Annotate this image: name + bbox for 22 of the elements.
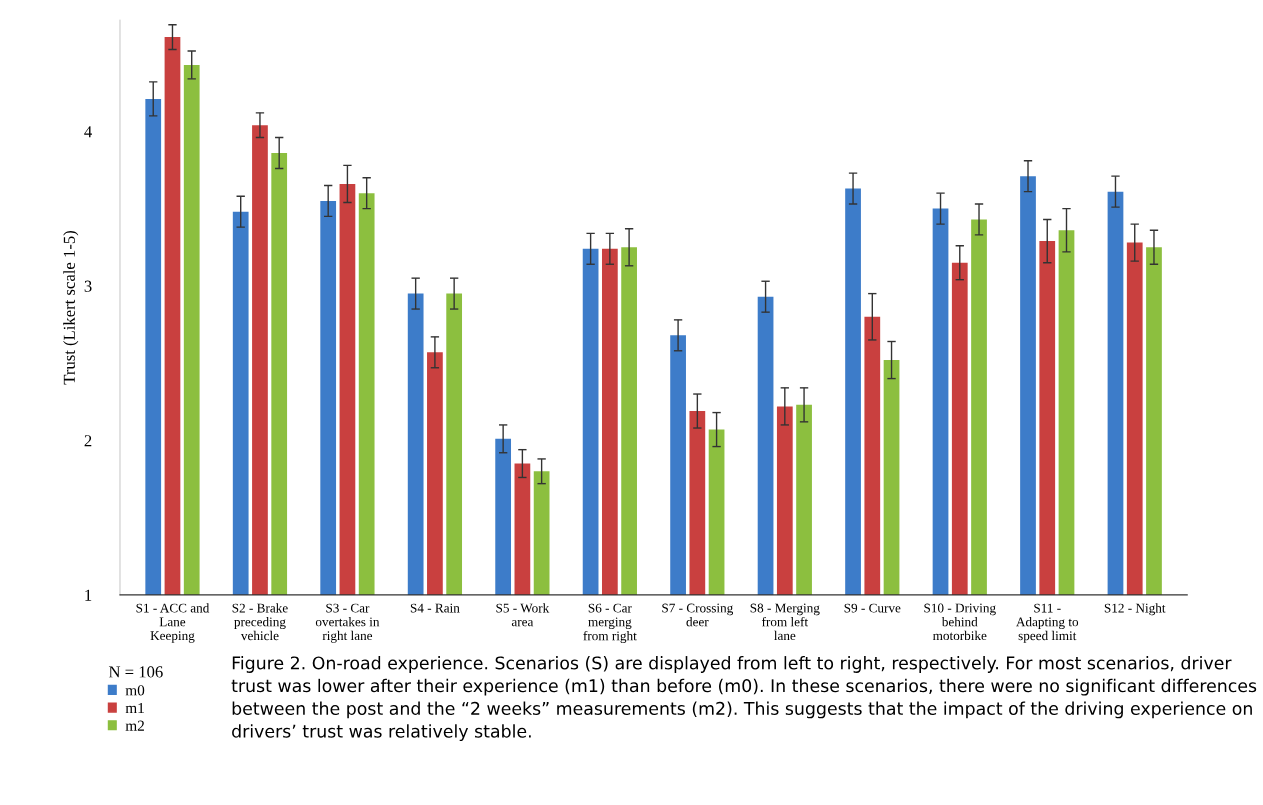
x-tick-label: S10 - Driving behind motorbike	[924, 603, 996, 641]
x-tick-label: S5 - Work area	[496, 603, 550, 627]
legend-label: m2	[125, 720, 144, 731]
caption: Figure 2. On-road experience. Scenarios (S) are displayed from left to right, respectively. For most scenarios, driver trust was lower after their experience (m1) than before (m0). In these scenarios, there were no significant differences between the post and the “2 weeks” measurements (m2). This suggests that the impact of the driving experience on drivers’ trust was relatively stable.	[231, 656, 1257, 742]
legend-label: m0	[125, 685, 145, 696]
y-axis-title: Trust (Likert scale 1-5)	[63, 231, 79, 385]
x-tick-label: S1 - ACC and Lane Keeping	[136, 603, 210, 643]
x-tick-label: S8 - Merging from left lane	[750, 603, 820, 641]
x-tick-label: S2 - Brake preceding vehicle	[232, 603, 288, 641]
x-tick-label: S6 - Car merging from right	[583, 603, 637, 644]
x-tick-label: S12 - Night	[1104, 603, 1166, 616]
y-tick-label: 4	[84, 126, 92, 138]
y-tick-label: 1	[85, 589, 92, 601]
y-tick-label: 2	[84, 435, 92, 447]
x-tick-label: S9 - Curve	[844, 603, 901, 613]
x-tick-label: S4 - Rain	[410, 603, 460, 613]
x-tick-label: S7 - Crossing deer	[662, 603, 734, 627]
y-tick-label: 3	[84, 280, 92, 292]
legend-title: N = 106	[108, 666, 163, 678]
legend-label: m1	[125, 702, 144, 714]
x-tick-label: S11 - Adapting to speed limit	[1016, 603, 1079, 643]
x-tick-label: S3 - Car overtakes in right lane	[315, 603, 380, 643]
